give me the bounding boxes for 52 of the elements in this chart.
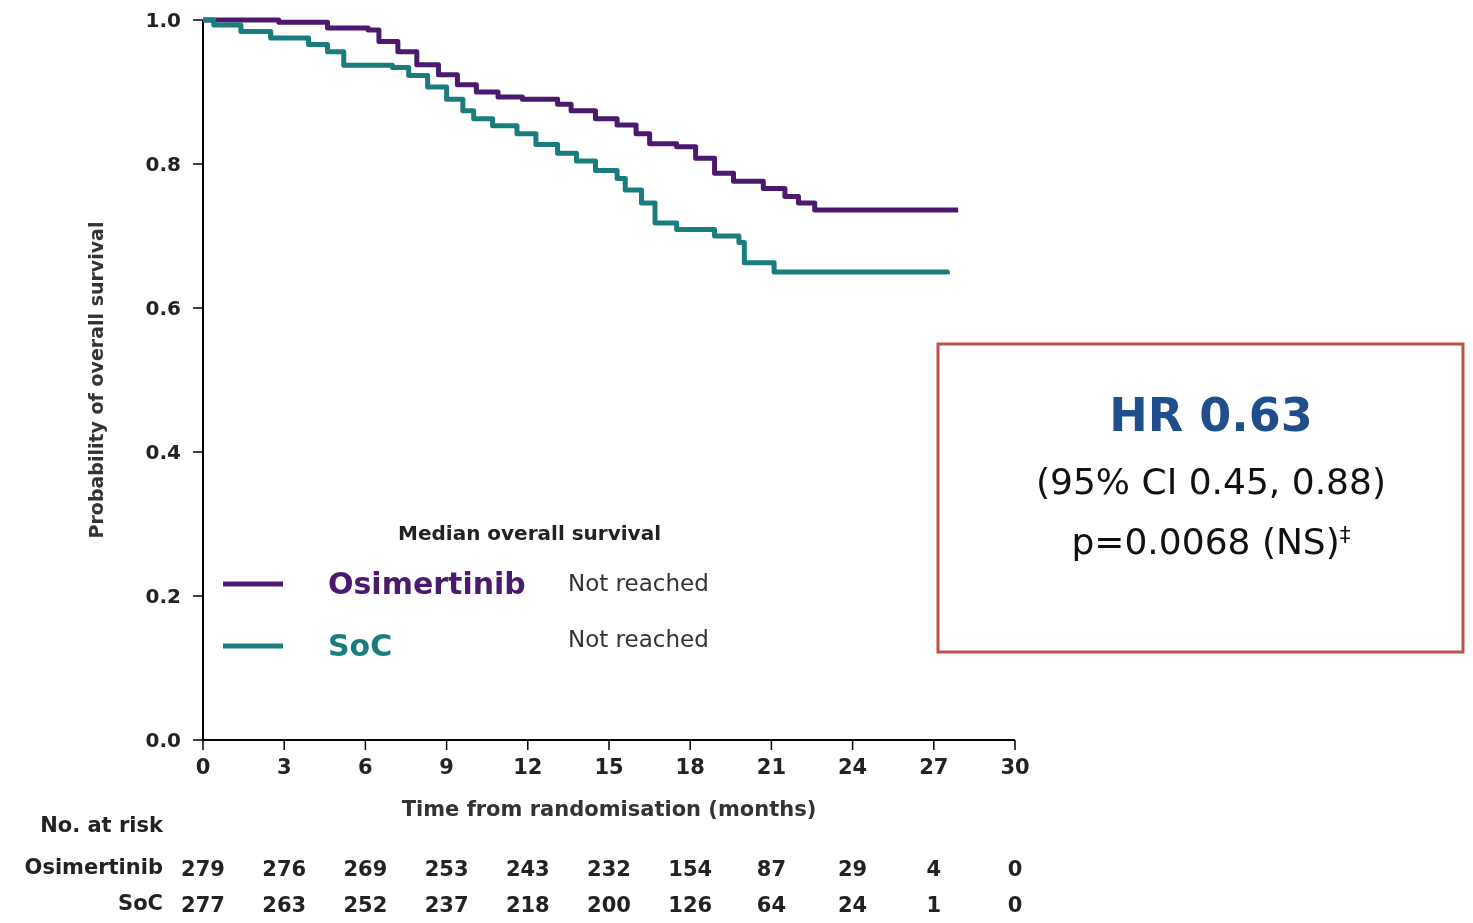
text: 0 [1007,857,1023,881]
text: 29 [837,857,868,881]
text: 154 [668,857,713,881]
text: HR 0.63 [1109,388,1313,442]
y-tick-label: 0.6 [145,296,181,320]
text: 200 [587,893,631,917]
x-tick-label: 6 [358,755,373,779]
text: SoC [118,891,163,915]
text: 0 [1007,893,1023,917]
x-tick-label: 12 [513,755,543,779]
text: 64 [756,893,787,917]
text: 276 [262,857,307,881]
x-tick-label: 9 [439,755,454,779]
legend-label: SoC [328,628,393,663]
text: p=0.0068 (NS)$^{‡}$ [1071,521,1351,562]
text: 1 [926,893,942,917]
text: 4 [926,857,942,881]
y-tick-label: 0.0 [145,728,181,752]
legend-title: Median overall survival [398,521,661,545]
y-tick-label: 0.8 [145,152,181,176]
text: 237 [424,893,469,917]
y-tick-label: 1.0 [145,8,181,32]
text: Osimertinib [24,855,163,879]
legend-label: Osimertinib [328,566,526,601]
x-tick-label: 27 [919,755,949,779]
text: 126 [668,893,713,917]
x-tick-label: 15 [594,755,624,779]
x-tick-label: 30 [1000,755,1030,779]
y-tick-label: 0.2 [145,584,181,608]
text: 24 [837,893,868,917]
y-tick-label: 0.4 [145,440,181,464]
text: 263 [262,893,307,917]
text: 252 [343,893,388,917]
text: 232 [587,857,631,881]
text: 253 [424,857,469,881]
text: No. at risk [40,813,165,837]
text: 269 [343,857,388,881]
x-tick-label: 18 [675,755,705,779]
x-tick-label: 24 [837,755,868,779]
x-tick-label: 0 [195,755,211,779]
annotation: Not reached [568,570,709,596]
text: 218 [505,893,550,917]
text: 277 [181,893,225,917]
text: 87 [756,857,787,881]
x-tick-label: 21 [756,755,787,779]
text: 243 [505,857,550,881]
text: (95% CI 0.45, 0.88) [1036,461,1386,502]
annotation: Not reached [568,626,709,652]
x-axis-title: Time from randomisation (months) [401,797,817,821]
text: 279 [181,857,225,881]
y-axis-title: Probability of overall survival [85,221,107,539]
x-tick-label: 3 [276,755,292,779]
